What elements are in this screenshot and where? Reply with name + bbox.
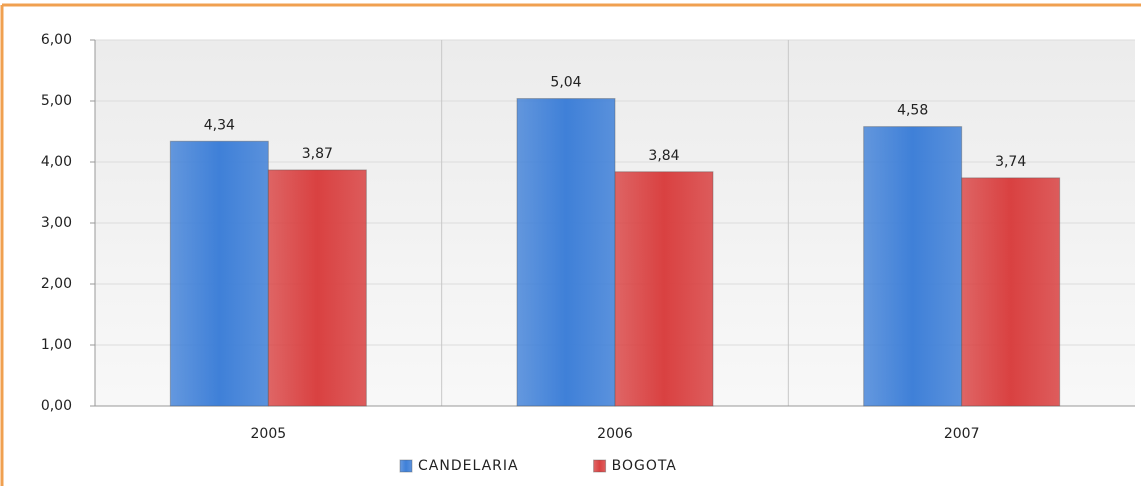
y-tick-label: 5,00 (41, 93, 72, 109)
bar (961, 177, 1061, 407)
y-tick-label: 4,00 (41, 154, 72, 170)
legend-swatch (593, 459, 607, 473)
bar (169, 140, 269, 407)
data-label: 4,34 (204, 117, 235, 133)
data-label: 5,04 (550, 75, 581, 91)
data-label: 4,58 (897, 103, 928, 119)
x-tick-label: 2007 (944, 426, 980, 442)
bar (516, 98, 616, 407)
y-tick-label: 0,00 (41, 398, 72, 414)
x-tick-label: 2005 (251, 426, 287, 442)
legend-swatch (399, 459, 413, 473)
x-tick-label: 2006 (597, 426, 633, 442)
legend-label: CANDELARIA (418, 458, 519, 474)
legend-label: BOGOTA (612, 458, 677, 474)
bar (863, 126, 963, 407)
y-tick-label: 6,00 (41, 32, 72, 48)
data-label: 3,84 (648, 148, 679, 164)
data-label: 3,87 (302, 146, 333, 162)
y-tick-label: 3,00 (41, 215, 72, 231)
data-label: 3,74 (995, 154, 1026, 170)
bar (267, 169, 367, 407)
y-tick-label: 1,00 (41, 337, 72, 353)
y-tick-label: 2,00 (41, 276, 72, 292)
bar (614, 171, 714, 407)
